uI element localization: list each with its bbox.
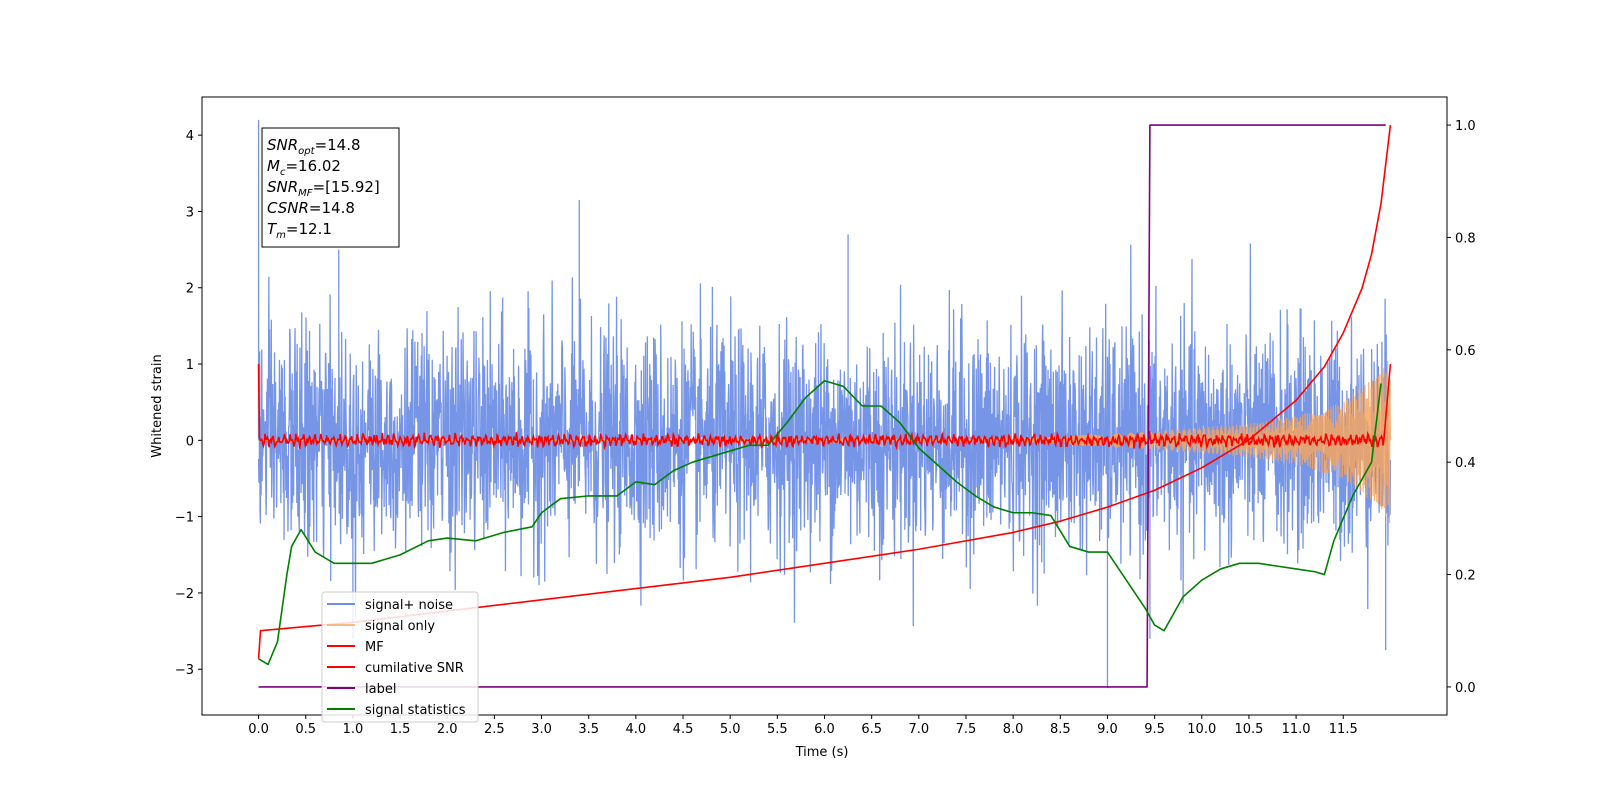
x-tick-label: 5.0 [720, 722, 741, 737]
y-tick-label: 3 [186, 205, 194, 220]
x-tick-label: 3.0 [531, 722, 552, 737]
legend-label: cumilative SNR [365, 661, 464, 676]
y2-tick-label: 0.2 [1455, 569, 1476, 584]
x-tick-label: 2.5 [484, 722, 505, 737]
y-tick-label: 4 [186, 129, 194, 144]
x-tick-label: 6.0 [814, 722, 835, 737]
y-tick-label: 1 [186, 358, 194, 373]
x-tick-label: 2.0 [437, 722, 458, 737]
x-tick-label: 4.0 [626, 722, 647, 737]
x-tick-label: 7.0 [908, 722, 929, 737]
series-mf [257, 363, 1392, 451]
x-tick-label: 6.5 [861, 722, 882, 737]
legend-label: label [365, 682, 396, 697]
x-tick-label: 1.5 [390, 722, 411, 737]
y-tick-label: 2 [186, 282, 194, 297]
x-tick-label: 1.0 [343, 722, 364, 737]
y2-tick-label: 0.0 [1455, 681, 1476, 696]
info-line: SNRopt=14.8 [267, 136, 361, 157]
x-axis-ticks: 0.0 0.5 1.0 1.5 2.0 2.5 3.0 3.5 4.0 4.5 5.0 5.5 6.0 6… [248, 715, 1358, 737]
x-tick-label: 8.0 [1003, 722, 1024, 737]
legend-label: signal+ noise [365, 598, 453, 613]
info-box-frame [261, 127, 400, 248]
series-cumilative-snr [257, 124, 1392, 659]
legend-label: signal only [365, 619, 435, 634]
x-axis-label: Time (s) [795, 745, 849, 760]
x-tick-label: 11.0 [1282, 722, 1311, 737]
x-tick-label: 10.0 [1187, 722, 1216, 737]
x-tick-label: 9.5 [1144, 722, 1165, 737]
legend-label: signal statistics [365, 703, 466, 718]
legend-label: MF [365, 640, 384, 655]
y-axis-ticks: −3 −2 −1 0 1 2 3 4 [175, 129, 202, 678]
x-tick-label: 10.5 [1234, 722, 1263, 737]
legend: signal+ noise signal only MF cumilative SNR… [321, 591, 479, 723]
x-tick-label: 7.5 [956, 722, 977, 737]
x-tick-label: 5.5 [767, 722, 788, 737]
y-tick-label: −1 [175, 511, 194, 526]
x-tick-label: 0.0 [248, 722, 269, 737]
y-axis-label: Whitened strain [150, 354, 165, 457]
info-line: Mc=16.02 [267, 157, 341, 178]
x-tick-label: 0.5 [295, 722, 316, 737]
x-tick-label: 4.5 [673, 722, 694, 737]
y2-tick-label: 0.6 [1455, 344, 1476, 359]
series-signal-statistics [258, 379, 1382, 666]
y2-tick-label: 0.4 [1455, 456, 1476, 471]
y-tick-label: 0 [186, 434, 194, 449]
info-line: CSNR=14.8 [267, 199, 355, 217]
x-tick-label: 11.5 [1329, 722, 1358, 737]
series-layer [257, 119, 1392, 689]
x-tick-label: 9.0 [1097, 722, 1118, 737]
x-tick-label: 3.5 [578, 722, 599, 737]
info-lines: SNRopt=14.8Mc=16.02SNRMF=[15.92]CSNR=14.… [267, 136, 380, 241]
x-tick-label: 8.5 [1050, 722, 1071, 737]
info-line: Tm=12.1 [267, 220, 332, 241]
info-box: SNRopt=14.8Mc=16.02SNRMF=[15.92]CSNR=14.… [261, 127, 400, 248]
y-tick-label: −2 [175, 587, 194, 602]
y2-axis-ticks: 0.0 0.2 0.4 0.6 0.8 1.0 [1447, 119, 1476, 696]
series-signal-noise [257, 119, 1392, 689]
y2-tick-label: 0.8 [1455, 231, 1476, 246]
y-tick-label: −3 [175, 663, 194, 678]
series-label [258, 124, 1386, 688]
info-line: SNRMF=[15.92] [267, 178, 380, 199]
y2-tick-label: 1.0 [1455, 119, 1476, 134]
legend-frame [321, 591, 479, 723]
legend-entries: signal+ noise signal only MF cumilative SNR… [327, 598, 466, 718]
